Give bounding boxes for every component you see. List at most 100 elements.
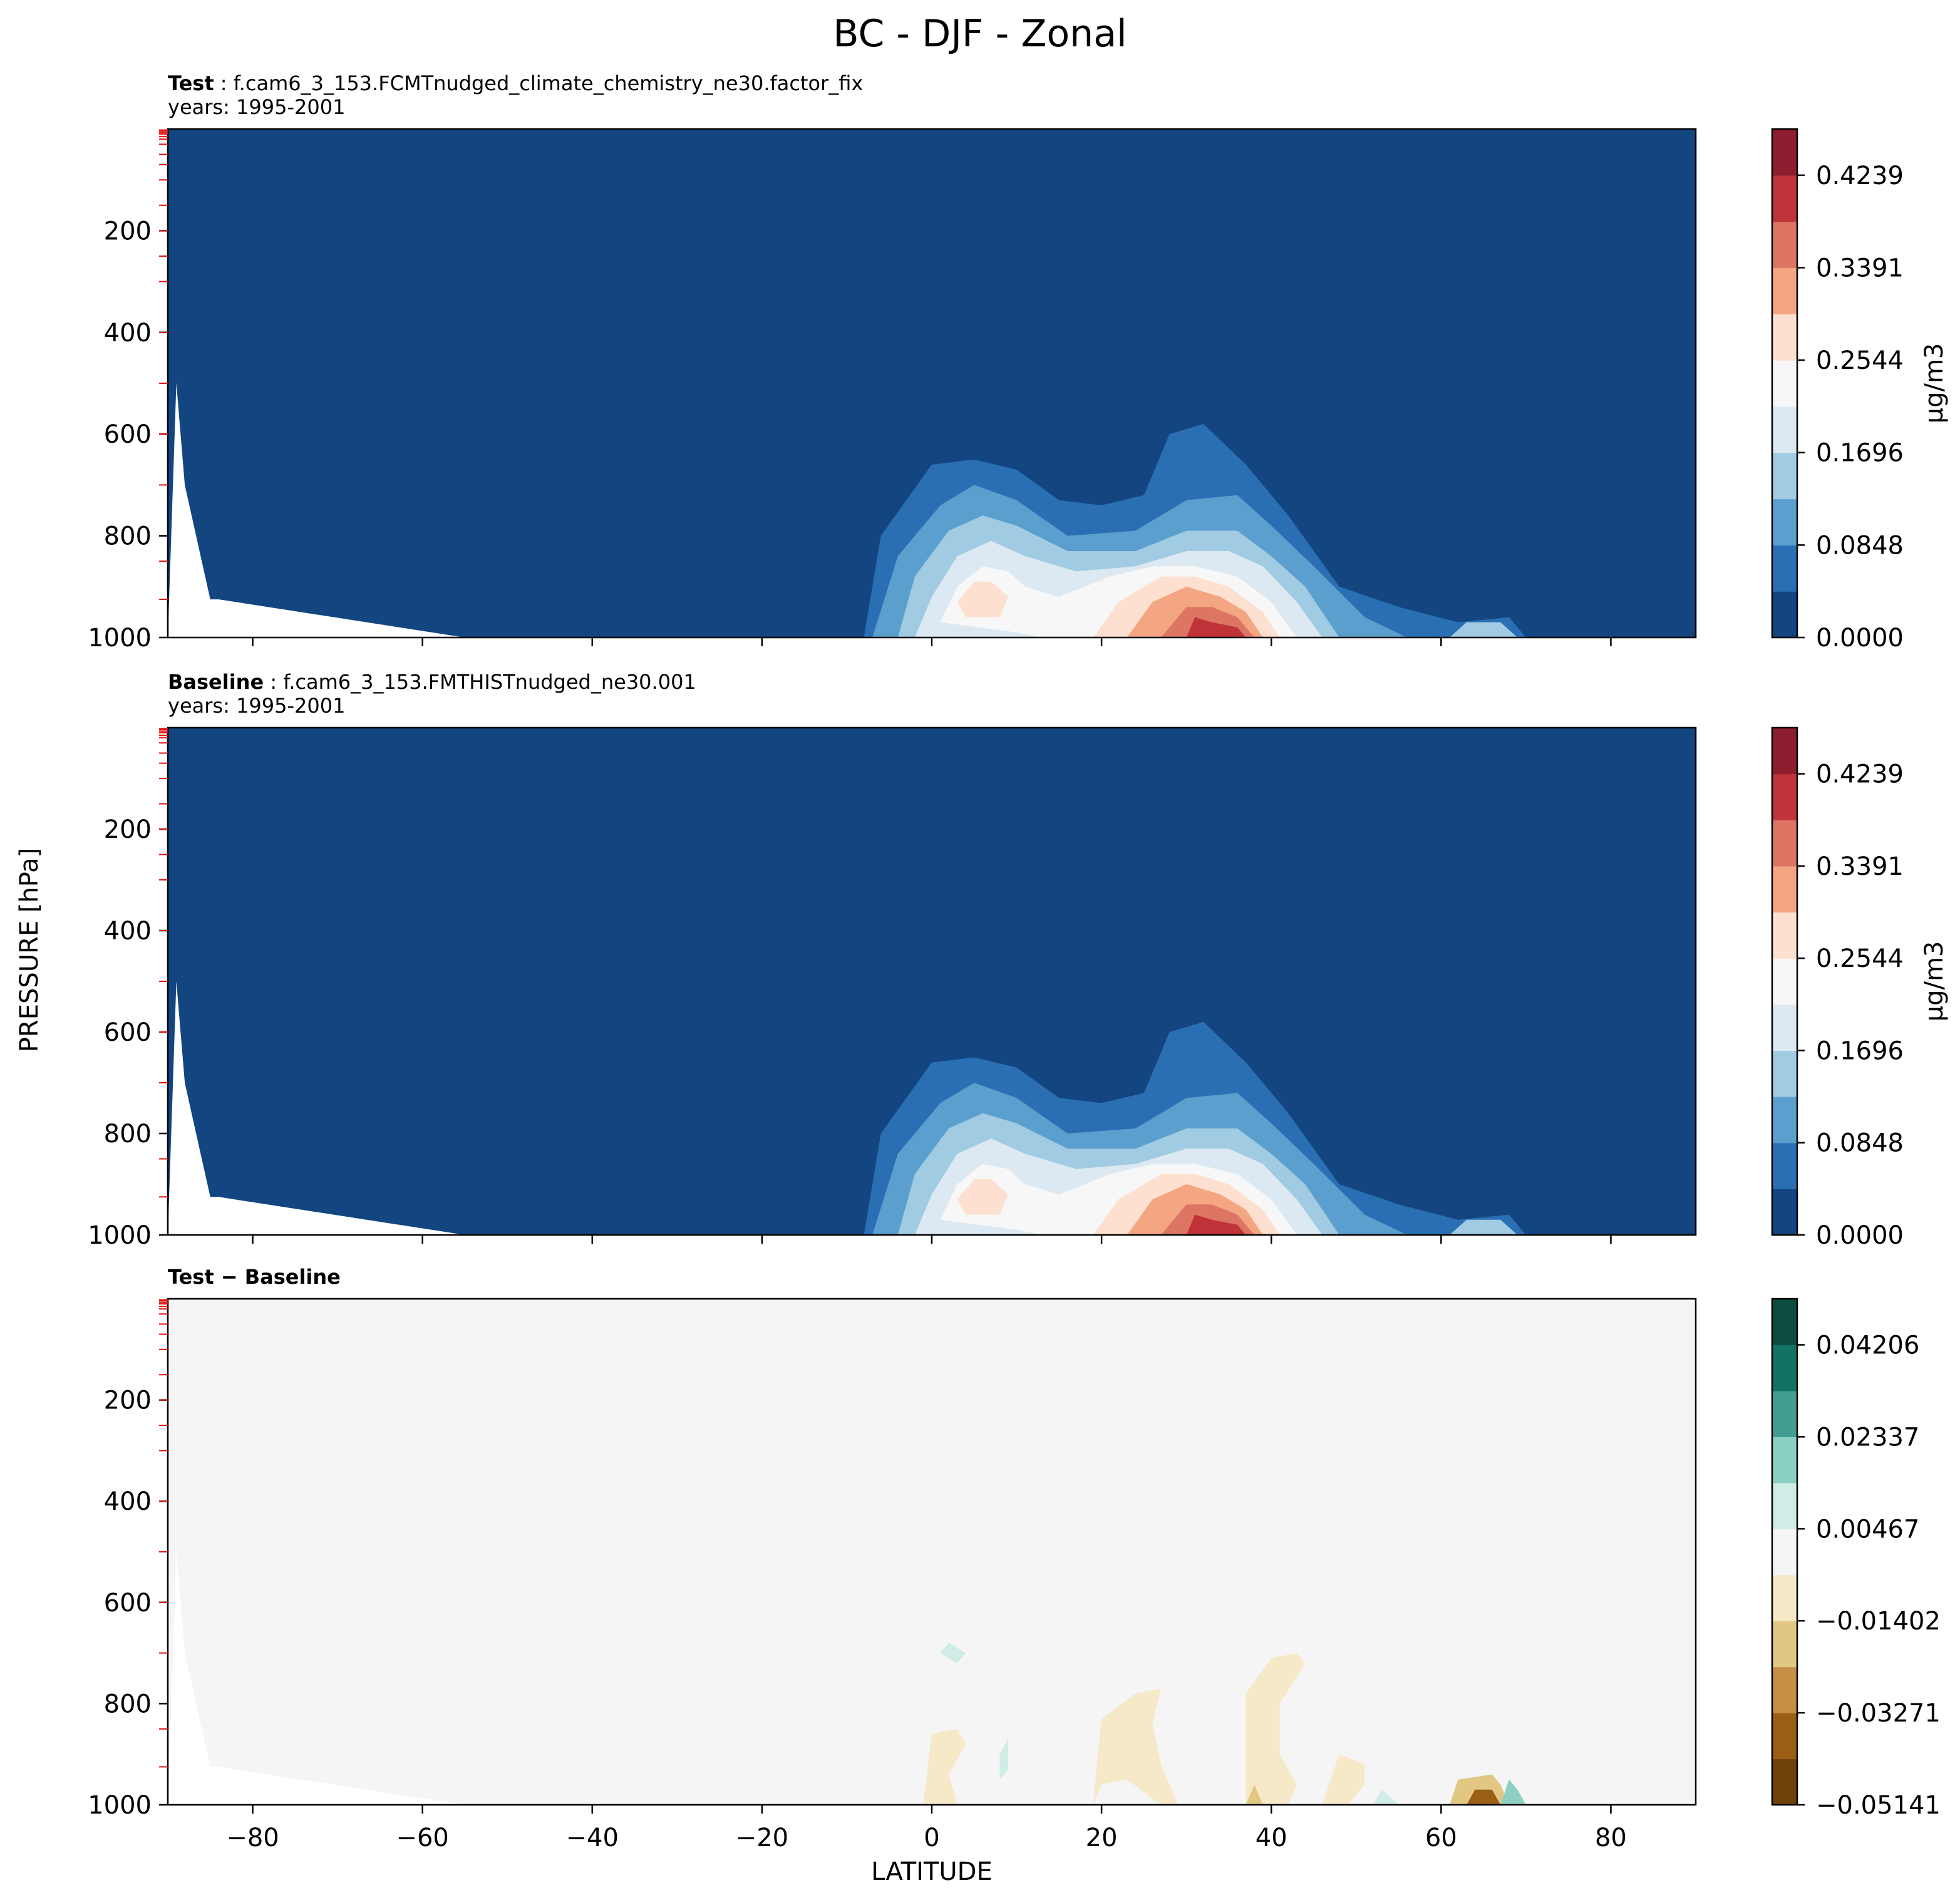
x-tick-label: 80 <box>1595 1824 1627 1852</box>
colorbar-swatch <box>1772 175 1797 222</box>
x-tick-label: 0 <box>924 1824 939 1852</box>
colorbar-swatch <box>1772 820 1797 867</box>
y-tick-label: 800 <box>104 1690 152 1718</box>
colorbar-tick-label: 0.4239 <box>1816 162 1904 190</box>
colorbar-swatch <box>1772 1666 1797 1713</box>
colorbar-swatch <box>1772 1050 1797 1097</box>
colorbar-unit: μg/m3 <box>1920 941 1949 1022</box>
colorbar-tick-label: −0.05141 <box>1816 1791 1941 1820</box>
colorbar-swatch <box>1772 1437 1797 1484</box>
plot-area <box>168 728 1696 1235</box>
colorbar-tick-label: 0.0848 <box>1816 1129 1904 1158</box>
colorbar-unit: μg/m3 <box>1920 343 1949 424</box>
contour-level-1 <box>1467 1789 1501 1805</box>
contour-level-3 <box>1449 622 1518 638</box>
terrain-mask <box>168 981 465 1235</box>
x-tick-label: 60 <box>1425 1824 1457 1852</box>
colorbar-swatch <box>1772 406 1797 453</box>
y-tick-label: 200 <box>104 815 152 844</box>
x-tick-label: −60 <box>396 1824 448 1852</box>
y-tick-label: 600 <box>104 1589 152 1618</box>
y-tick-label: 800 <box>104 522 152 551</box>
colorbar-swatch <box>1772 591 1797 638</box>
colorbar-swatch <box>1772 221 1797 269</box>
panel-baseline: Baseline : f.cam6_3_153.FMTHISTnudged_ne… <box>88 670 1949 1250</box>
contour-level-9 <box>1186 1214 1246 1235</box>
colorbar-tick-label: −0.03271 <box>1816 1699 1941 1728</box>
panel-title-rest: : f.cam6_3_153.FCMTnudged_climate_chemis… <box>214 71 864 95</box>
field-background <box>168 1299 1696 1805</box>
figure-title: BC - DJF - Zonal <box>833 12 1127 56</box>
colorbar-swatch <box>1772 912 1797 959</box>
colorbar-tick-label: 0.2544 <box>1816 944 1904 973</box>
contour-level-6 <box>957 1179 1008 1215</box>
y-tick-label: 400 <box>104 319 152 348</box>
colorbar-tick-label: 0.02337 <box>1816 1423 1919 1452</box>
colorbar-tick-label: 0.1696 <box>1816 439 1904 468</box>
colorbar-swatch <box>1772 1299 1797 1346</box>
y-tick-label: 400 <box>104 1487 152 1516</box>
y-tick-label: 600 <box>104 420 152 449</box>
colorbar-swatch <box>1772 1758 1797 1805</box>
colorbar-swatch <box>1772 865 1797 913</box>
plot-area <box>168 129 1696 638</box>
colorbar-tick-label: 0.4239 <box>1816 760 1904 789</box>
colorbar-swatch <box>1772 314 1797 361</box>
colorbar-swatch <box>1772 360 1797 407</box>
contour-level-4 <box>1246 1653 1306 1805</box>
panels: Test : f.cam6_3_153.FCMTnudged_climate_c… <box>88 71 1949 1852</box>
colorbar-swatch <box>1772 1713 1797 1760</box>
y-tick-label: 800 <box>104 1120 152 1149</box>
colorbar-swatch <box>1772 1574 1797 1621</box>
colorbar-frame <box>1771 726 1798 1236</box>
panel-title: Test − Baseline <box>168 1265 341 1289</box>
colorbar-swatch <box>1772 1004 1797 1051</box>
contour-level-3 <box>1449 1219 1518 1235</box>
panel-test: Test : f.cam6_3_153.FCMTnudged_climate_c… <box>88 71 1949 653</box>
x-tick-label: −20 <box>736 1824 788 1852</box>
panel-title-rest: : f.cam6_3_153.FMTHISTnudged_ne30.001 <box>264 670 696 694</box>
terrain-mask <box>168 1552 465 1805</box>
contour-level-6 <box>1373 1789 1399 1805</box>
panel-title: Test : f.cam6_3_153.FCMTnudged_climate_c… <box>168 71 863 95</box>
colorbar-tick-label: 0.3391 <box>1816 852 1904 881</box>
x-axis-label: LATITUDE <box>871 1857 992 1886</box>
colorbar-test: 0.0000 0.0848 0.1696 0.2544 0.3391 0.4239 μg/m… <box>1771 128 1949 653</box>
y-tick-label: 200 <box>104 217 152 245</box>
y-tick-label: 400 <box>104 917 152 946</box>
colorbar-swatch <box>1772 958 1797 1005</box>
panel-title: Baseline : f.cam6_3_153.FMTHISTnudged_ne… <box>168 670 696 694</box>
colorbar-baseline: 0.0000 0.0848 0.1696 0.2544 0.3391 0.4239 μg/m… <box>1771 726 1949 1250</box>
colorbar-swatch <box>1772 773 1797 820</box>
x-tick-label: −80 <box>226 1824 279 1852</box>
colorbar-tick-label: 0.0848 <box>1816 531 1904 560</box>
colorbar-swatch <box>1772 129 1797 176</box>
colorbar-swatch <box>1772 1142 1797 1189</box>
terrain-mask <box>168 383 465 638</box>
contour-level-7 <box>1500 1779 1526 1805</box>
y-tick-label: 1000 <box>88 1221 152 1250</box>
panel-years: years: 1995-2001 <box>168 694 345 718</box>
colorbar-swatch <box>1772 545 1797 592</box>
y-axis-label: PRESSURE [hPa] <box>15 848 44 1052</box>
contour-level-4 <box>1322 1754 1365 1805</box>
contour-level-6 <box>999 1739 1008 1780</box>
colorbar-tick-label: 0.0000 <box>1816 624 1904 653</box>
colorbar-tick-label: 0.3391 <box>1816 254 1904 282</box>
contour-level-4 <box>1093 1688 1179 1805</box>
contour-level-6 <box>940 1643 966 1663</box>
colorbar-swatch <box>1772 1621 1797 1668</box>
panel-title-bold: Test <box>168 71 214 95</box>
contour-level-4 <box>923 1728 966 1805</box>
colorbar-tick-label: 0.0000 <box>1816 1221 1904 1250</box>
x-tick-label: 40 <box>1256 1824 1287 1852</box>
colorbar-diff: −0.05141 −0.03271 −0.01402 0.00467 0.02337 0.… <box>1771 1298 1941 1820</box>
colorbar-swatch <box>1772 267 1797 314</box>
colorbar-tick-label: 0.04206 <box>1816 1331 1919 1360</box>
y-tick-label: 600 <box>104 1018 152 1047</box>
panel-title-bold: Baseline <box>168 670 264 694</box>
y-tick-label: 200 <box>104 1386 152 1415</box>
colorbar-tick-label: 0.1696 <box>1816 1036 1904 1065</box>
